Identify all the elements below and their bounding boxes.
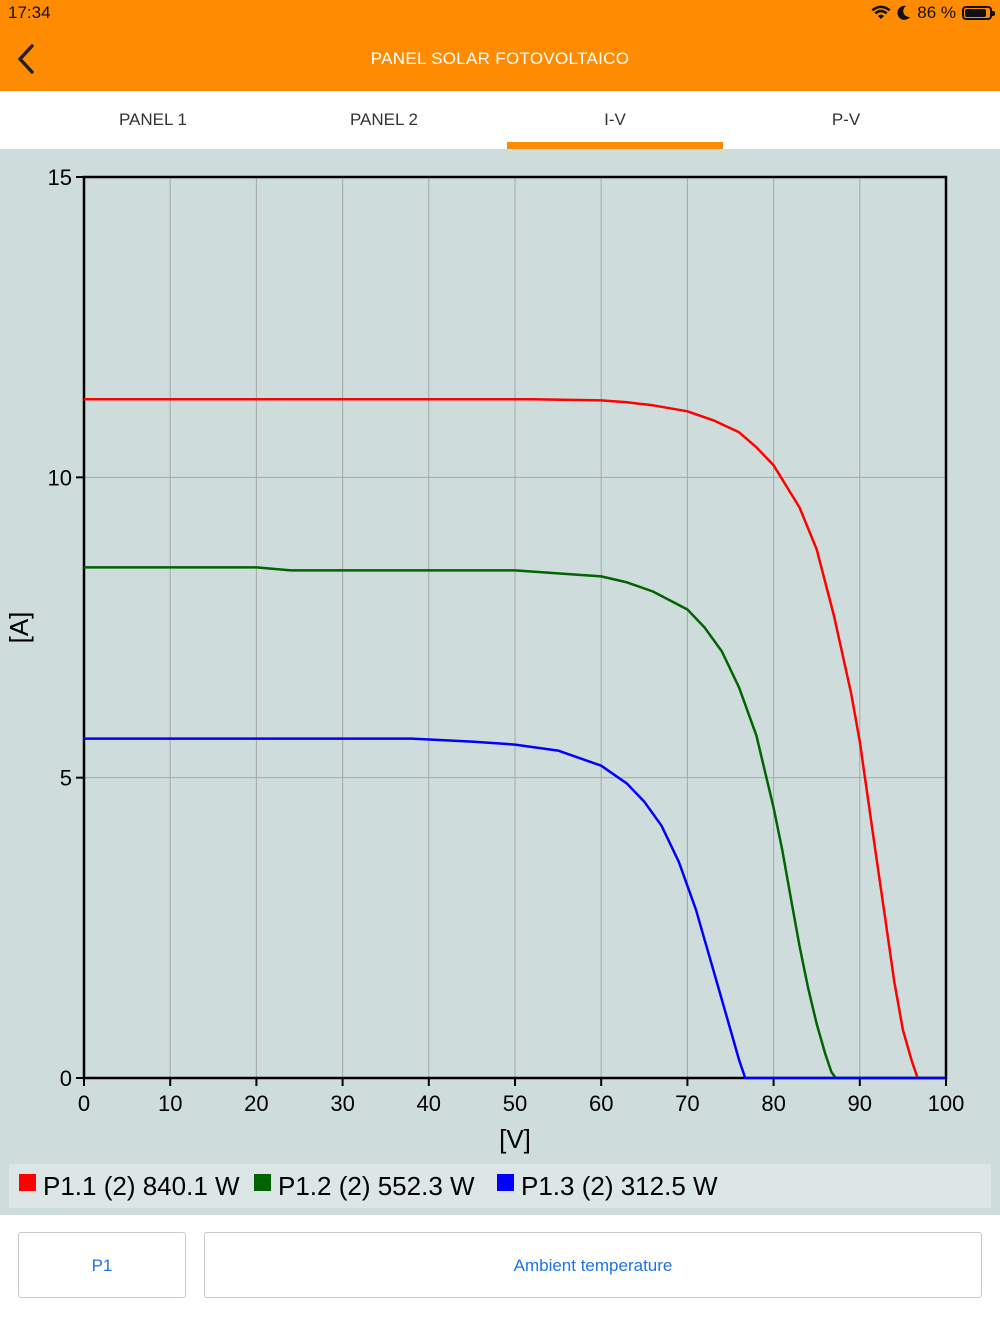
y-axis-label: [A]: [4, 612, 34, 644]
ambient-temperature-button[interactable]: Ambient temperature: [204, 1232, 982, 1298]
legend-label-p1-3: P1.3 (2) 312.5 W: [521, 1171, 718, 1201]
x-tick-label: 100: [928, 1091, 965, 1116]
x-tick-label: 70: [675, 1091, 699, 1116]
x-tick-label: 60: [589, 1091, 613, 1116]
x-tick-label: 40: [417, 1091, 441, 1116]
x-tick-label: 80: [761, 1091, 785, 1116]
x-tick-label: 0: [78, 1091, 90, 1116]
legend-swatch-blue: [497, 1173, 514, 1191]
x-tick-label: 20: [244, 1091, 268, 1116]
x-tick-label: 90: [848, 1091, 872, 1116]
tab-p-v[interactable]: P-V: [831, 110, 861, 129]
series-line-3: [84, 737, 946, 1080]
legend-swatch-red: [19, 1173, 36, 1191]
x-tick-label: 50: [503, 1091, 527, 1116]
legend-label-p1-2: P1.2 (2) 552.3 W: [278, 1171, 475, 1201]
legend-swatch-green: [254, 1173, 271, 1191]
wifi-icon: [871, 5, 891, 19]
tab-panel-1[interactable]: PANEL 1: [118, 110, 188, 129]
series-line-1: [84, 397, 946, 1080]
app-header: 17:34 86 % PANEL SOLAR FOTOVOLTAICO: [0, 0, 1000, 91]
legend-label-p1-1: P1.1 (2) 840.1 W: [43, 1171, 240, 1201]
legend-item-p1-1: P1.1 (2) 840.1 W: [19, 1164, 240, 1208]
chart-legend: P1.1 (2) 840.1 W P1.2 (2) 552.3 W P1.3 (…: [9, 1164, 991, 1208]
x-axis-label: [V]: [499, 1124, 531, 1154]
y-tick-label: 0: [60, 1066, 72, 1091]
tab-bar: PANEL 1 PANEL 2 I-V P-V: [0, 91, 1000, 149]
i-v-chart: 0 10 20 30 40 50 60 70 80 90 100 0 5 10 15 [V] [A]: [4, 165, 965, 1154]
series-line-2: [84, 566, 946, 1080]
battery-percent: 86 %: [917, 3, 956, 22]
status-time: 17:34: [8, 3, 51, 22]
back-chevron-icon[interactable]: [12, 42, 42, 76]
legend-item-p1-2: P1.2 (2) 552.3 W: [254, 1164, 475, 1208]
p1-button[interactable]: P1: [18, 1232, 186, 1298]
y-tick-label: 5: [60, 766, 72, 791]
tab-i-v[interactable]: I-V: [507, 91, 723, 149]
moon-icon: [897, 5, 911, 20]
y-tick-label: 15: [48, 165, 72, 190]
battery-icon: [962, 6, 995, 20]
y-tick-label: 10: [48, 465, 72, 490]
chart-area: 0 10 20 30 40 50 60 70 80 90 100 0 5 10 15 [V] [A]: [0, 149, 1000, 1215]
page-title: PANEL SOLAR FOTOVOLTAICO: [370, 49, 630, 68]
x-tick-label: 30: [330, 1091, 354, 1116]
tab-panel-2[interactable]: PANEL 2: [349, 110, 419, 129]
x-tick-label: 10: [158, 1091, 182, 1116]
legend-item-p1-3: P1.3 (2) 312.5 W: [497, 1164, 718, 1208]
status-indicators: 86 %: [871, 3, 995, 23]
